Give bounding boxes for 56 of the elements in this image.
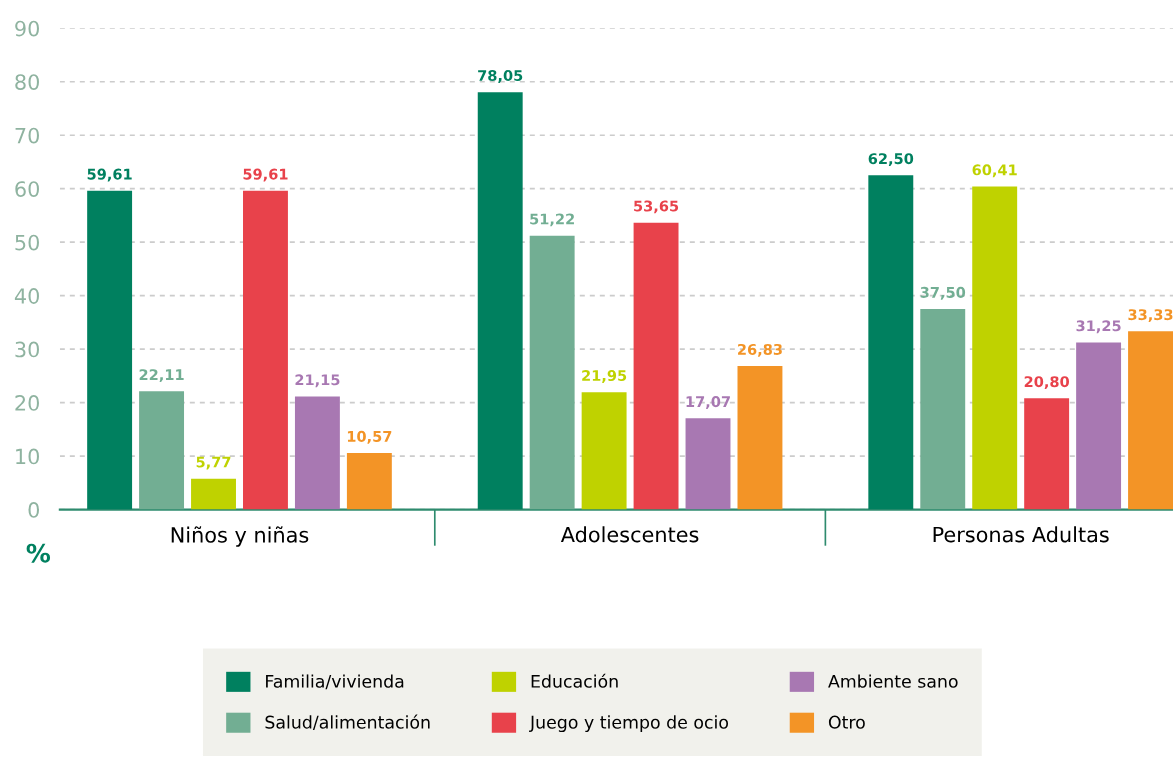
data-label: 62,50 — [868, 153, 914, 167]
data-label: 26,83 — [738, 343, 782, 357]
legend-label: Otro — [828, 715, 865, 729]
legend-label: Ambiente sano — [828, 674, 958, 688]
x-tick-label: Personas Adultas — [933, 526, 1109, 543]
bar — [1024, 398, 1070, 510]
bar — [1128, 331, 1173, 510]
bar — [633, 222, 679, 510]
data-label: 33,33 — [1128, 309, 1173, 323]
legend-label: Juego y tiempo de ocio — [529, 715, 729, 733]
data-label: 20,80 — [1024, 376, 1070, 390]
bar — [685, 418, 731, 510]
bar — [294, 396, 340, 510]
bar — [191, 478, 236, 510]
data-label: 53,65 — [634, 200, 679, 214]
data-label: 17,07 — [686, 396, 730, 409]
data-label: 21,95 — [582, 370, 627, 383]
bar — [87, 190, 133, 510]
bar — [1076, 342, 1122, 510]
bar — [972, 186, 1018, 510]
y-axis-title: % — [26, 543, 51, 563]
x-tick-label: Niños y niñas — [171, 526, 309, 547]
y-tick-label: 90 — [15, 20, 39, 37]
y-tick-label: 0 — [28, 502, 39, 518]
y-tick-label: 30 — [15, 341, 39, 358]
y-tick-label: 70 — [15, 127, 39, 144]
data-label: 60,41 — [972, 164, 1017, 178]
data-label: 51,22 — [530, 213, 574, 227]
bar — [581, 392, 627, 510]
data-label: 21,15 — [295, 374, 340, 388]
legend-label: Educación — [531, 673, 618, 688]
y-tick-label: 10 — [16, 448, 39, 465]
data-label: 59,61 — [87, 168, 132, 182]
bar — [139, 391, 185, 510]
bar — [346, 453, 392, 510]
y-tick-label: 40 — [14, 288, 39, 304]
bar — [737, 366, 783, 510]
data-label: 5,77 — [196, 456, 231, 470]
data-label: 10,57 — [347, 430, 392, 444]
data-label: 31,25 — [1076, 320, 1121, 334]
bar — [868, 175, 914, 510]
y-tick-label: 80 — [15, 74, 39, 90]
bar — [243, 190, 288, 510]
bar — [529, 235, 575, 510]
bar — [920, 309, 966, 510]
x-tick-label: Adolescentes — [560, 526, 699, 543]
y-tick-label: 50 — [15, 234, 39, 251]
data-label: 37,50 — [920, 286, 966, 300]
data-label: 78,05 — [478, 69, 523, 83]
y-tick-label: 60 — [15, 181, 39, 197]
legend-label: Salud/alimentación — [265, 714, 430, 731]
legend-label: Familia/vivienda — [266, 674, 404, 690]
y-tick-label: 20 — [15, 395, 39, 411]
data-label: 22,11 — [139, 369, 184, 383]
data-label: 59,61 — [243, 168, 288, 182]
bar — [477, 92, 523, 510]
